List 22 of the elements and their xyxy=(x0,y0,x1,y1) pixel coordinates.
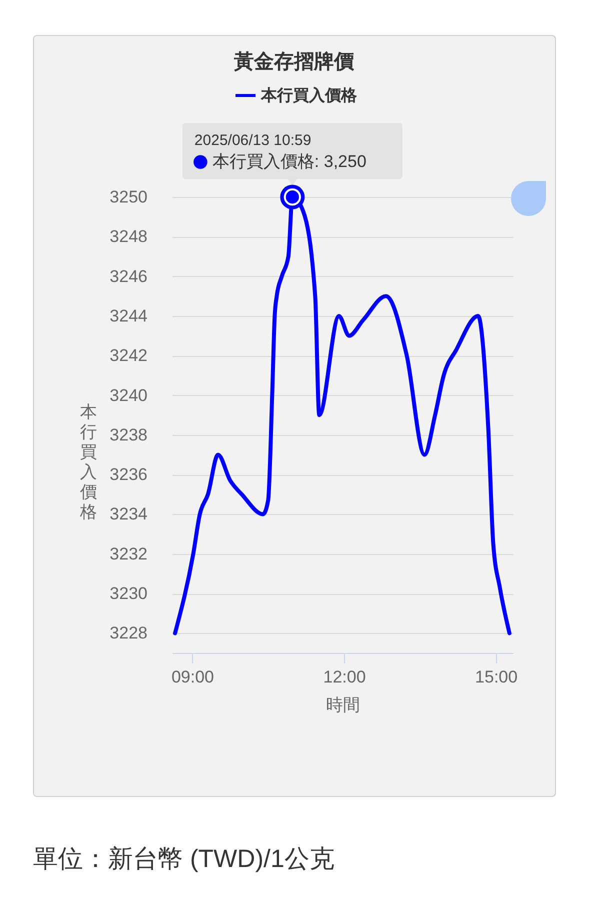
y-tick-label: 3232 xyxy=(110,544,148,564)
y-tick-label: 3236 xyxy=(110,465,148,484)
y-tick-label: 3234 xyxy=(110,504,148,524)
text: 2025/06/13 10:59 xyxy=(194,132,312,149)
chart-title: 黃金存摺牌價 xyxy=(233,51,355,73)
y-tick-label: 3250 xyxy=(110,188,148,206)
y-tick-label: 3230 xyxy=(110,584,148,604)
y-tick-label: 3244 xyxy=(110,306,148,326)
y-tick-label: 3246 xyxy=(110,266,148,286)
y-tick-label: 3242 xyxy=(110,346,148,366)
y-tick-label: 3240 xyxy=(110,386,148,405)
x-axis-title: 時間 xyxy=(326,696,360,714)
y-axis-title: 本行買入價格 xyxy=(79,402,97,522)
y-tick-label: 3248 xyxy=(110,227,148,246)
annotation: 本行買入價格: 3,250 xyxy=(212,152,366,171)
x-tick-label: 09:00 xyxy=(171,668,214,686)
x-tick-label: 12:00 xyxy=(323,668,366,686)
y-tick-label: 3238 xyxy=(110,425,148,444)
x-tick-label: 15:00 xyxy=(475,668,518,686)
y-tick-label: 3228 xyxy=(110,624,148,643)
legend-label: 本行買入價格 xyxy=(260,86,358,104)
text: 單位：新台幣 (TWD)/1公克 xyxy=(33,844,334,875)
